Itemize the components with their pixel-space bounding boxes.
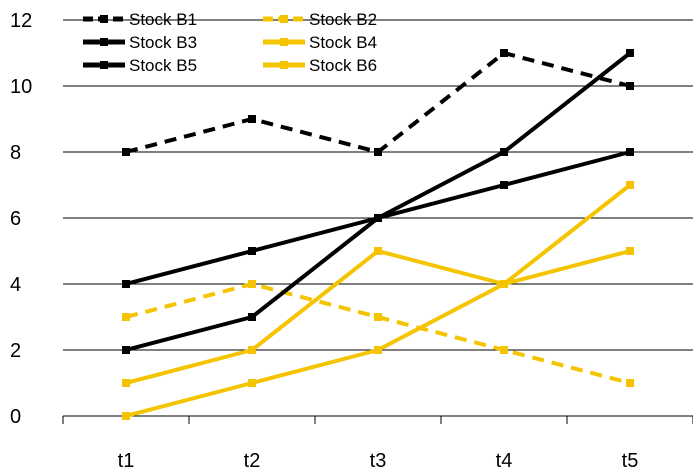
- data-point: [500, 280, 508, 288]
- data-point: [248, 379, 256, 387]
- x-tick-label: t4: [496, 450, 513, 472]
- data-point: [500, 346, 508, 354]
- data-point: [626, 148, 634, 156]
- data-point: [122, 379, 130, 387]
- data-point: [626, 379, 634, 387]
- legend: Stock B1 Stock B2 Stock B3 Stock B4 Stock B5…: [83, 10, 377, 75]
- x-tick-label: t3: [370, 450, 387, 472]
- legend-item: Stock B4: [263, 33, 377, 52]
- series-group: [122, 49, 634, 420]
- legend-marker: [100, 38, 108, 46]
- legend-item: Stock B3: [83, 33, 197, 52]
- data-point: [500, 148, 508, 156]
- data-point: [626, 247, 634, 255]
- data-point: [500, 49, 508, 57]
- data-point: [122, 346, 130, 354]
- data-point: [248, 247, 256, 255]
- legend-label: Stock B3: [129, 33, 197, 52]
- data-point: [122, 412, 130, 420]
- x-tick-label: t2: [244, 450, 261, 472]
- x-tick-label: t5: [622, 450, 639, 472]
- legend-marker: [280, 61, 288, 69]
- data-point: [374, 148, 382, 156]
- data-point: [122, 280, 130, 288]
- legend-marker: [280, 38, 288, 46]
- y-tick-label: 2: [10, 340, 21, 362]
- legend-marker: [100, 61, 108, 69]
- data-point: [626, 181, 634, 189]
- data-point: [248, 280, 256, 288]
- data-point: [122, 148, 130, 156]
- data-point: [248, 115, 256, 123]
- y-tick-label: 6: [10, 208, 21, 230]
- legend-marker: [280, 15, 288, 23]
- series-stock-b1: [122, 49, 634, 156]
- y-tick-label: 12: [10, 10, 32, 32]
- y-tick-label: 4: [10, 274, 21, 296]
- legend-label: Stock B5: [129, 56, 197, 75]
- series-line: [125, 51, 631, 154]
- data-point: [122, 313, 130, 321]
- y-tick-label: 8: [10, 142, 21, 164]
- y-axis-ticks: 0 2 4 6 8 10 12: [10, 10, 32, 428]
- series-stock-b6: [122, 181, 634, 420]
- data-point: [374, 346, 382, 354]
- legend-item: Stock B1: [83, 10, 197, 29]
- data-point: [374, 313, 382, 321]
- data-point: [248, 313, 256, 321]
- legend-marker: [100, 15, 108, 23]
- legend-item: Stock B5: [83, 56, 197, 75]
- y-tick-label: 0: [10, 406, 21, 428]
- series-stock-b2: [122, 280, 634, 387]
- axes: [62, 415, 693, 424]
- data-point: [626, 49, 634, 57]
- data-point: [374, 247, 382, 255]
- data-point: [500, 181, 508, 189]
- series-line: [125, 51, 632, 352]
- x-tick-label: t1: [118, 450, 135, 472]
- y-tick-label: 10: [10, 76, 32, 98]
- legend-item: Stock B6: [263, 56, 377, 75]
- series-stock-b5: [122, 49, 634, 354]
- legend-label: Stock B4: [309, 33, 377, 52]
- data-point: [626, 82, 634, 90]
- legend-label: Stock B6: [309, 56, 377, 75]
- legend-label: Stock B1: [129, 10, 197, 29]
- x-axis-ticks: t1 t2 t3 t4 t5: [118, 450, 639, 472]
- legend-label: Stock B2: [309, 10, 377, 29]
- legend-item: Stock B2: [263, 10, 377, 29]
- data-point: [374, 214, 382, 222]
- series-line: [125, 282, 631, 385]
- data-point: [248, 346, 256, 354]
